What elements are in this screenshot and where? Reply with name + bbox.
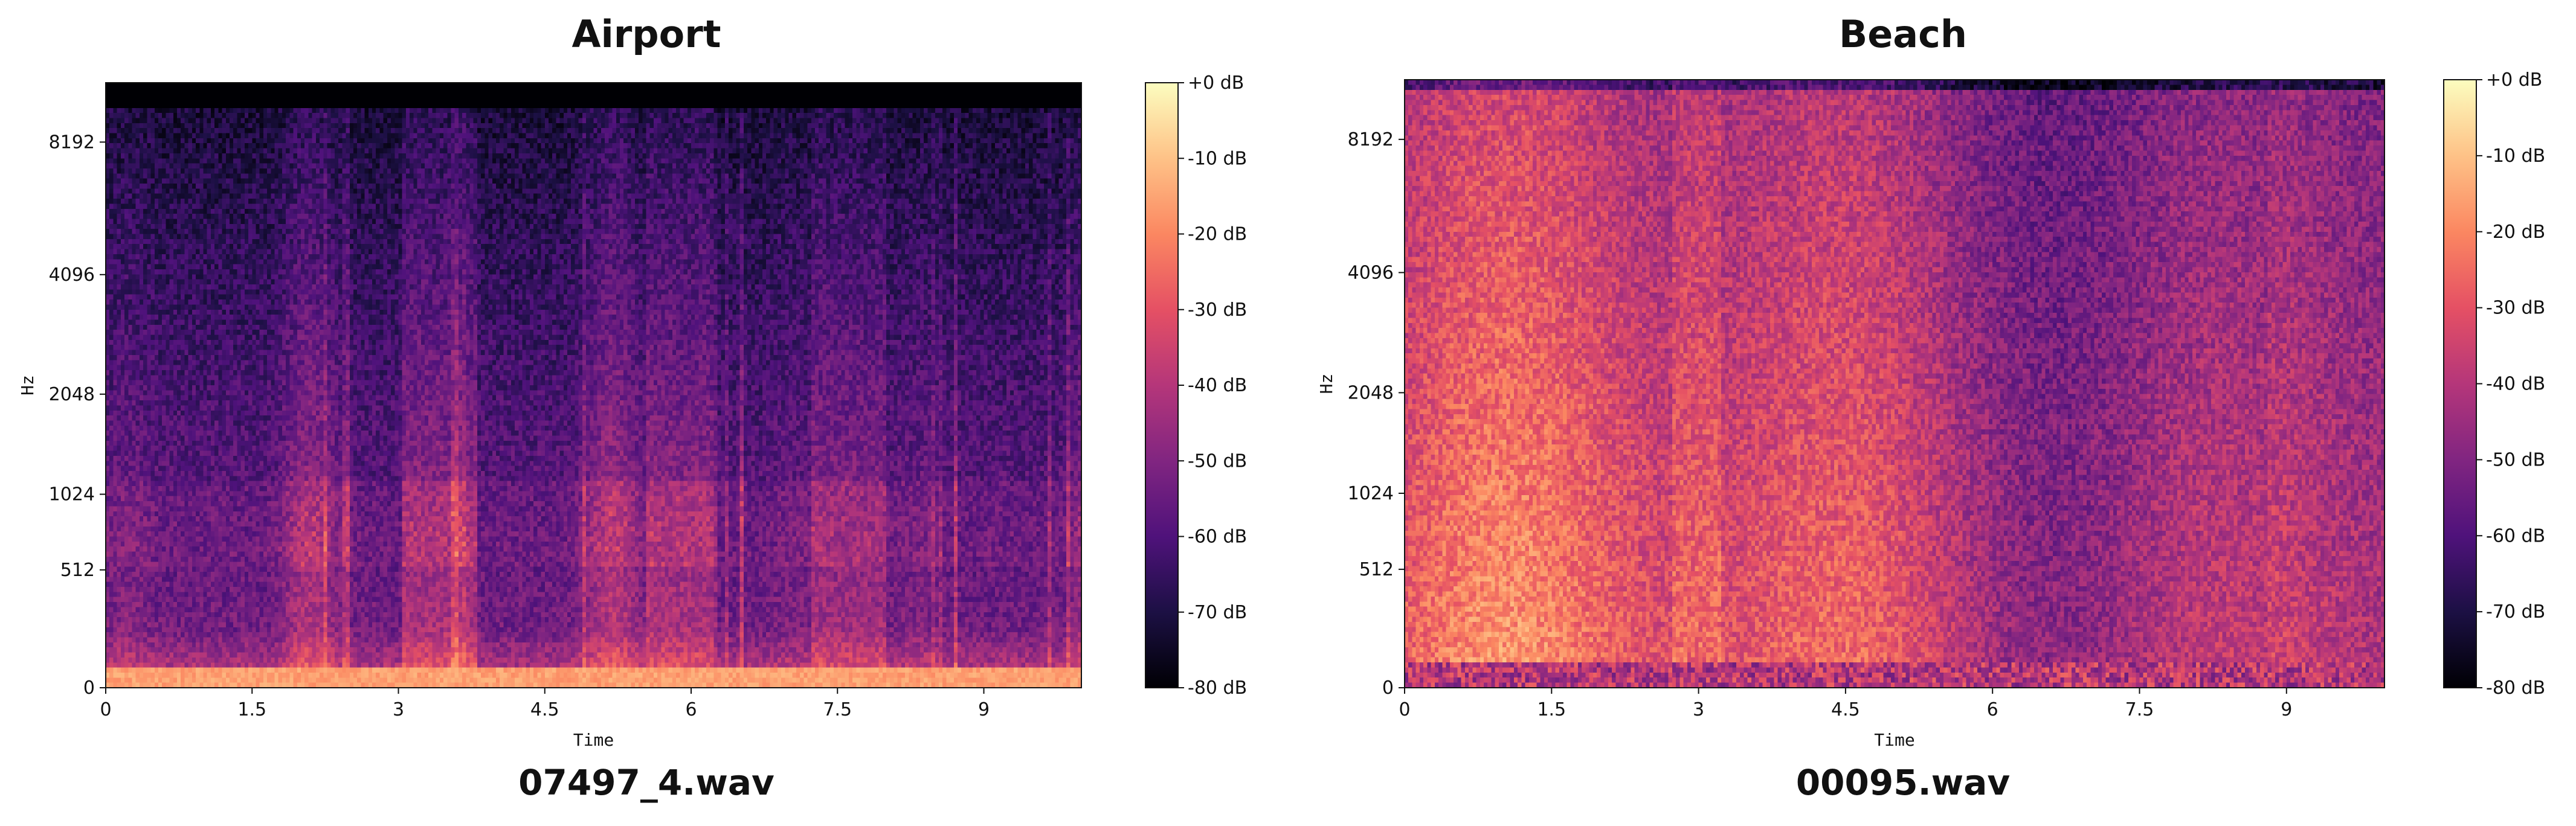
colorbar-tick-label: +0 dB — [2486, 69, 2542, 91]
x-tick-label: 4.5 — [530, 699, 559, 720]
x-tick-label: 0 — [100, 699, 111, 720]
spectrogram-panel-airport: 0 1.5 3 4.5 6 7.5 9 0 512 1024 2048 4096 8192 Time Hz +… — [18, 72, 1247, 750]
colorbar-tick-label: -50 dB — [1188, 450, 1247, 472]
y-tick-label: 0 — [83, 677, 95, 699]
x-tick-label: 6 — [685, 699, 697, 720]
y-tick-label: 4096 — [49, 264, 95, 286]
colorbar — [2443, 79, 2477, 688]
x-tick-label: 1.5 — [237, 699, 266, 720]
x-tick-label: 6 — [1987, 699, 1998, 720]
colorbar-tick-label: -10 dB — [2486, 146, 2545, 167]
colorbar-tick-label: -80 dB — [2486, 677, 2545, 699]
x-tick-label: 4.5 — [1831, 699, 1860, 720]
x-tick-label: 3 — [393, 699, 404, 720]
colorbar-tick-label: -40 dB — [2486, 374, 2545, 395]
y-tick-label: 2048 — [1348, 382, 1394, 403]
x-tick-label: 0 — [1399, 699, 1410, 720]
x-tick-label: 7.5 — [823, 699, 852, 720]
colorbar — [1145, 82, 1179, 688]
colorbar-tick-label: -70 dB — [2486, 601, 2545, 623]
spectrogram-image — [106, 83, 1081, 688]
colorbar-tick-label: -50 dB — [2486, 449, 2545, 470]
caption-beach-file: 00095.wav — [1795, 762, 2011, 803]
plot-frame — [1404, 79, 2385, 688]
y-tick-label: 8192 — [1348, 129, 1394, 150]
colorbar-tick-label: -80 dB — [1188, 677, 1247, 699]
colorbar-tick-label: -30 dB — [1188, 299, 1247, 321]
plot-frame — [105, 82, 1082, 688]
y-tick-label: 2048 — [49, 384, 95, 405]
y-tick-label: 1024 — [1348, 483, 1394, 504]
colorbar-tick-label: -20 dB — [2486, 222, 2545, 243]
x-tick-label: 9 — [2281, 699, 2292, 720]
chart-title-beach: Beach — [1838, 12, 1968, 56]
x-tick-label: 3 — [1693, 699, 1704, 720]
x-axis-label: Time — [1874, 730, 1914, 750]
colorbar-tick-label: -70 dB — [1188, 602, 1247, 623]
y-axis-label: Hz — [1316, 374, 1336, 394]
x-tick-label: 9 — [978, 699, 990, 720]
y-tick-label: 1024 — [49, 484, 95, 505]
colorbar-tick-label: -60 dB — [1188, 527, 1247, 548]
x-tick-label: 7.5 — [2125, 699, 2154, 720]
colorbar-tick-label: -30 dB — [2486, 298, 2545, 319]
spectrogram-panel-beach: 0 1.5 3 4.5 6 7.5 9 0 512 1024 2048 4096 8192 Time Hz +… — [1316, 69, 2545, 750]
caption-airport-file: 07497_4.wav — [518, 762, 774, 803]
spectrogram-image — [1405, 80, 2384, 688]
y-axis-label: Hz — [18, 375, 37, 395]
colorbar-tick-label: +0 dB — [1188, 72, 1244, 94]
y-tick-label: 4096 — [1348, 262, 1394, 283]
chart-title-airport: Airport — [572, 12, 721, 56]
y-tick-label: 512 — [60, 560, 95, 581]
y-tick-label: 0 — [1382, 677, 1394, 699]
x-axis-label: Time — [573, 730, 614, 750]
x-tick-label: 1.5 — [1537, 699, 1566, 720]
y-tick-label: 8192 — [49, 132, 95, 153]
colorbar-tick-label: -40 dB — [1188, 375, 1247, 396]
colorbar-tick-label: -10 dB — [1188, 148, 1247, 169]
colorbar-tick-label: -20 dB — [1188, 224, 1247, 245]
colorbar-tick-label: -60 dB — [2486, 525, 2545, 546]
y-tick-label: 512 — [1359, 559, 1394, 580]
